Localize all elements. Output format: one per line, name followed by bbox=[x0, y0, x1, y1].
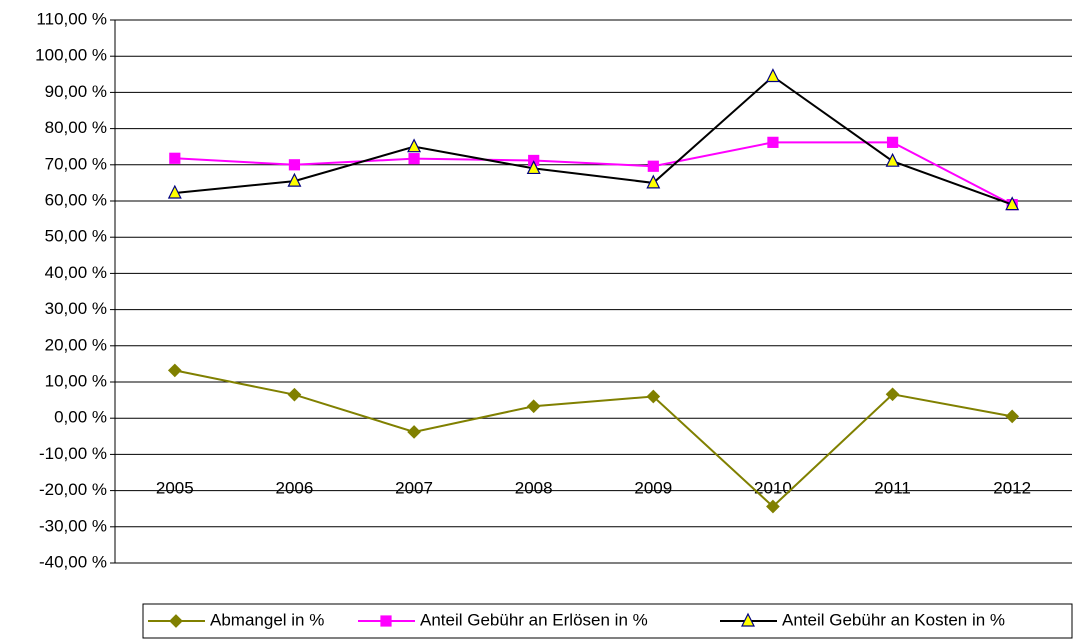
data-point bbox=[167, 363, 182, 378]
y-tick-label: 70,00 % bbox=[45, 154, 107, 173]
data-point bbox=[885, 152, 900, 167]
y-tick-label: 20,00 % bbox=[45, 335, 107, 354]
x-tick-label: 2012 bbox=[993, 478, 1031, 497]
data-point bbox=[526, 399, 541, 414]
data-point bbox=[288, 159, 301, 171]
data-point bbox=[526, 160, 541, 175]
legend-marker bbox=[741, 612, 755, 627]
data-point bbox=[169, 152, 181, 164]
data-point bbox=[886, 136, 899, 148]
y-tick-label: 10,00 % bbox=[45, 371, 107, 390]
x-tick-label: 2005 bbox=[156, 478, 194, 497]
data-point bbox=[647, 160, 659, 172]
series-line bbox=[174, 75, 1013, 206]
y-tick-label: -20,00 % bbox=[39, 480, 107, 499]
x-tick-label: 2011 bbox=[874, 478, 911, 497]
data-point bbox=[1005, 196, 1020, 211]
y-tick-label: 60,00 % bbox=[45, 190, 107, 209]
data-point bbox=[287, 172, 302, 187]
series-line bbox=[174, 369, 1013, 508]
y-tick-label: 30,00 % bbox=[45, 299, 107, 318]
y-tick-label: 90,00 % bbox=[45, 82, 107, 101]
data-point bbox=[167, 184, 182, 199]
x-tick-label: 2009 bbox=[634, 478, 672, 497]
x-tick-label: 2010 bbox=[754, 478, 792, 497]
legend-marker bbox=[380, 615, 392, 627]
legend-label: Anteil Gebühr an Erlösen in % bbox=[420, 610, 648, 629]
data-point bbox=[407, 138, 422, 153]
y-tick-label: 50,00 % bbox=[45, 227, 107, 246]
data-point bbox=[646, 389, 661, 404]
y-tick-label: 100,00 % bbox=[35, 46, 107, 65]
data-point bbox=[885, 387, 900, 402]
y-tick-label: -40,00 % bbox=[39, 552, 107, 571]
y-tick-label: 110,00 % bbox=[36, 9, 107, 28]
data-point bbox=[408, 153, 420, 165]
x-tick-label: 2006 bbox=[276, 478, 314, 497]
legend-label: Abmangel in % bbox=[210, 610, 324, 629]
data-point bbox=[1005, 409, 1020, 424]
y-tick-label: -30,00 % bbox=[39, 516, 107, 535]
data-point bbox=[766, 499, 780, 514]
y-tick-label: 80,00 % bbox=[45, 118, 107, 137]
legend-marker bbox=[169, 614, 183, 628]
legend-box bbox=[142, 603, 1073, 639]
y-tick-label: 40,00 % bbox=[45, 263, 107, 282]
data-point bbox=[646, 174, 661, 189]
data-point bbox=[765, 68, 780, 83]
y-tick-label: -10,00 % bbox=[39, 444, 107, 463]
data-point bbox=[767, 136, 779, 148]
series-line bbox=[174, 141, 1013, 206]
data-point bbox=[287, 387, 302, 402]
legend-label: Anteil Gebühr an Kosten in % bbox=[782, 610, 1005, 629]
x-tick-label: 2008 bbox=[515, 478, 553, 497]
data-point bbox=[407, 425, 421, 439]
x-tick-label: 2007 bbox=[395, 478, 433, 497]
y-tick-label: 0,00 % bbox=[54, 408, 107, 427]
